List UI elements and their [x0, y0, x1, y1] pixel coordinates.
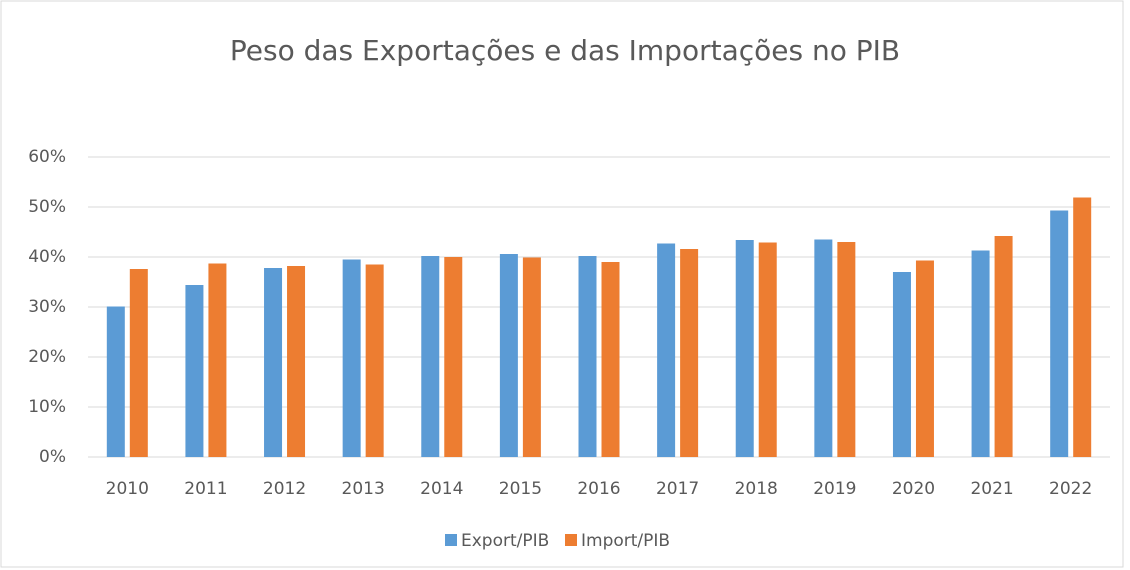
x-tick-label: 2015 — [499, 479, 542, 499]
bar — [578, 256, 597, 457]
bar — [365, 264, 384, 457]
bar — [421, 256, 440, 457]
chart-title: Peso das Exportações e das Importações n… — [230, 34, 900, 67]
bar — [342, 259, 361, 457]
x-tick-label: 2016 — [577, 479, 620, 499]
bar — [680, 249, 699, 457]
bar — [106, 306, 125, 457]
bar — [601, 262, 620, 457]
y-tick-label: 30% — [28, 297, 66, 317]
bar — [185, 285, 204, 457]
bar — [758, 242, 777, 457]
x-tick-label: 2013 — [342, 479, 385, 499]
bar — [129, 269, 148, 457]
bar — [657, 243, 676, 457]
legend-swatch — [445, 534, 457, 546]
legend-label: Import/PIB — [581, 531, 670, 551]
y-tick-label: 20% — [28, 347, 66, 367]
bar — [522, 257, 541, 457]
bar — [915, 260, 934, 457]
bar — [814, 239, 833, 457]
bar — [287, 266, 306, 457]
x-tick-label: 2010 — [106, 479, 149, 499]
legend-label: Export/PIB — [461, 531, 549, 551]
y-tick-label: 40% — [28, 247, 66, 267]
x-tick-label: 2021 — [970, 479, 1013, 499]
bar — [837, 242, 856, 457]
y-tick-label: 50% — [28, 197, 66, 217]
bar — [1050, 210, 1069, 457]
bar — [499, 254, 518, 457]
bar — [1073, 197, 1092, 457]
x-tick-label: 2022 — [1049, 479, 1092, 499]
bar — [444, 257, 463, 457]
x-tick-label: 2020 — [892, 479, 935, 499]
y-tick-label: 10% — [28, 397, 66, 417]
y-tick-label: 0% — [39, 447, 66, 467]
x-tick-label: 2019 — [813, 479, 856, 499]
x-tick-label: 2012 — [263, 479, 306, 499]
bar — [264, 268, 283, 457]
bar — [892, 272, 911, 457]
x-tick-label: 2018 — [735, 479, 778, 499]
bar — [735, 240, 754, 457]
x-tick-label: 2011 — [184, 479, 227, 499]
x-tick-label: 2014 — [420, 479, 463, 499]
bar — [994, 236, 1013, 457]
x-tick-label: 2017 — [656, 479, 699, 499]
bar — [971, 250, 990, 457]
legend-swatch — [565, 534, 577, 546]
bar — [208, 263, 227, 457]
y-tick-label: 60% — [28, 147, 66, 167]
